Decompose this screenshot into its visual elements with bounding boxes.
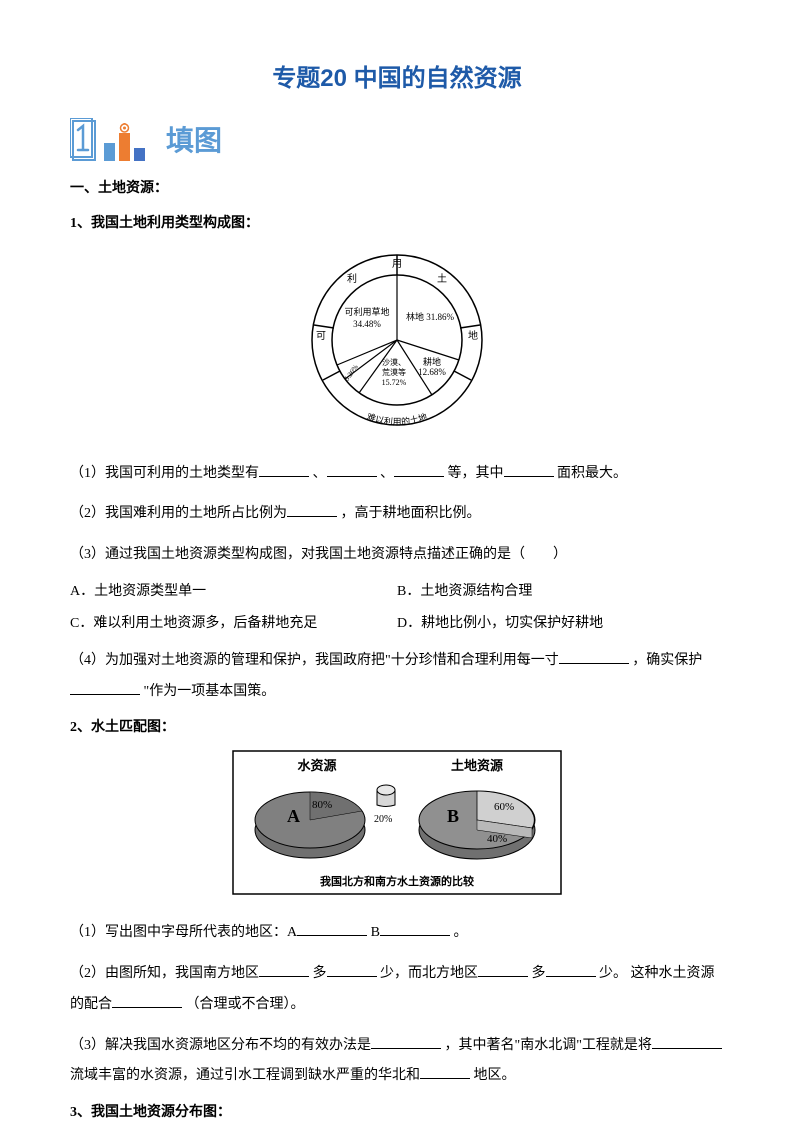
- q-text: （2）由图所知，我国南方地区: [70, 966, 259, 981]
- blank[interactable]: [259, 459, 309, 477]
- option-c: C．难以利用土地资源多，后备耕地充足: [70, 613, 397, 635]
- q-text: 。: [453, 925, 467, 940]
- blank[interactable]: [327, 459, 377, 477]
- svg-text:B: B: [447, 806, 459, 826]
- q-text: ，确实保护: [632, 653, 702, 668]
- blank[interactable]: [478, 959, 528, 977]
- q-text: 面积最大。: [557, 466, 627, 481]
- svg-text:80%: 80%: [312, 799, 332, 811]
- svg-text:60%: 60%: [494, 801, 514, 813]
- question-1-1: （1）我国可利用的土地类型有 、 、 等，其中 面积最大。: [70, 459, 724, 490]
- q-text: 流域丰富的水资源，通过引水工程调到缺水严重的华北和: [70, 1068, 420, 1083]
- heading-section-1: 一、土地资源：: [70, 178, 724, 200]
- question-1-4: （4）为加强对土地资源的管理和保护，我国政府把"十分珍惜和合理利用每一寸 ，确实…: [70, 646, 724, 708]
- q-text: （1）我国可利用的土地类型有: [70, 466, 259, 481]
- svg-text:水资源: 水资源: [297, 758, 336, 773]
- question-1-2: （2）我国难利用的土地所占比例为 ，高于耕地面积比例。: [70, 499, 724, 530]
- q-text: 多: [313, 966, 327, 981]
- q-text: （2）我国难利用的土地所占比例为: [70, 506, 287, 521]
- blank[interactable]: [504, 459, 554, 477]
- svg-text:5.26%: 5.26%: [343, 363, 360, 383]
- svg-text:难以利用的土地: 难以利用的土地: [365, 411, 428, 427]
- options-row-2: C．难以利用土地资源多，后备耕地充足 D．耕地比例小，切实保护好耕地: [70, 613, 724, 635]
- section-icons: [70, 118, 150, 163]
- heading-subsection-1: 1、我国土地利用类型构成图：: [70, 213, 724, 235]
- q-text: 少，而北方地区: [380, 966, 478, 981]
- q-text: （1）写出图中字母所代表的地区：A: [70, 925, 297, 940]
- svg-text:34.48%: 34.48%: [353, 319, 381, 329]
- q-text: （3）解决我国水资源地区分布不均的有效办法是: [70, 1038, 371, 1053]
- q-text: "作为一项基本国策。: [144, 684, 276, 699]
- q-text: 多: [532, 966, 546, 981]
- svg-text:荒漠等: 荒漠等: [382, 367, 406, 377]
- svg-text:林地 31.86%: 林地 31.86%: [406, 311, 455, 322]
- svg-text:用: 用: [392, 259, 402, 270]
- heading-subsection-3: 3、我国土地资源分布图：: [70, 1102, 724, 1124]
- svg-text:土: 土: [437, 272, 447, 285]
- blank[interactable]: [546, 959, 596, 977]
- svg-text:A: A: [287, 806, 300, 826]
- svg-text:耕地: 耕地: [423, 356, 441, 367]
- svg-text:40%: 40%: [487, 833, 507, 845]
- option-b: B．土地资源结构合理: [397, 581, 724, 603]
- blank[interactable]: [559, 646, 629, 664]
- section-label: 填图: [166, 119, 222, 164]
- options-row-1: A．土地资源类型单一 B．土地资源结构合理: [70, 581, 724, 603]
- blank[interactable]: [420, 1061, 470, 1079]
- svg-text:15.72%: 15.72%: [382, 378, 407, 387]
- svg-text:沙漠、: 沙漠、: [382, 357, 406, 367]
- option-d: D．耕地比例小，切实保护好耕地: [397, 613, 724, 635]
- blank[interactable]: [70, 677, 140, 695]
- svg-text:20%: 20%: [374, 814, 392, 825]
- option-a: A．土地资源类型单一: [70, 581, 397, 603]
- blank[interactable]: [259, 959, 309, 977]
- question-2-1: （1）写出图中字母所代表的地区：A B 。: [70, 918, 724, 949]
- heading-subsection-2: 2、水土匹配图：: [70, 717, 724, 739]
- section-header: 填图: [70, 118, 724, 163]
- svg-text:可: 可: [316, 331, 326, 342]
- blank[interactable]: [394, 459, 444, 477]
- blank[interactable]: [652, 1031, 722, 1049]
- q-text: ，高于耕地面积比例。: [341, 506, 481, 521]
- q-text: B: [371, 925, 380, 940]
- blank[interactable]: [371, 1031, 441, 1049]
- q-text: ，其中著名"南水北调"工程就是将: [445, 1038, 652, 1053]
- page-title: 专题20 中国的自然资源: [70, 60, 724, 98]
- svg-text:12.68%: 12.68%: [418, 367, 446, 377]
- q-text: （合理或不合理）。: [186, 997, 305, 1012]
- svg-text:土地资源: 土地资源: [451, 758, 503, 773]
- water-chart: 水资源 A 80% 20% 土地资源 B 60% 40% 我国北方和南方水土资源…: [70, 750, 724, 903]
- blank[interactable]: [327, 959, 377, 977]
- pie-chart-1: 用 利 土 可 地 可利用草地 34.48% 林地 31.86% 耕地 12.6…: [70, 245, 724, 443]
- blank[interactable]: [297, 918, 367, 936]
- q-text: 等，其中: [448, 466, 504, 481]
- svg-text:利: 利: [347, 273, 357, 285]
- svg-text:我国北方和南方水土资源的比较: 我国北方和南方水土资源的比较: [320, 874, 474, 888]
- question-1-3: （3）通过我国土地资源类型构成图，对我国土地资源特点描述正确的是（ ）: [70, 540, 724, 571]
- blank[interactable]: [112, 990, 182, 1008]
- bar-chart-icon: [102, 123, 150, 163]
- number-one-icon: [70, 118, 98, 163]
- svg-text:可利用草地: 可利用草地: [344, 306, 389, 317]
- q-text: （4）为加强对土地资源的管理和保护，我国政府把"十分珍惜和合理利用每一寸: [70, 653, 559, 668]
- q-text: 地区。: [474, 1068, 516, 1083]
- q-text: 、: [313, 466, 327, 481]
- blank[interactable]: [287, 499, 337, 517]
- blank[interactable]: [380, 918, 450, 936]
- question-2-2: （2）由图所知，我国南方地区 多 少，而北方地区 多 少。 这种水土资源的配合 …: [70, 959, 724, 1021]
- q-text: 、: [380, 466, 394, 481]
- question-2-3: （3）解决我国水资源地区分布不均的有效办法是 ，其中著名"南水北调"工程就是将 …: [70, 1031, 724, 1093]
- svg-text:地: 地: [468, 329, 478, 342]
